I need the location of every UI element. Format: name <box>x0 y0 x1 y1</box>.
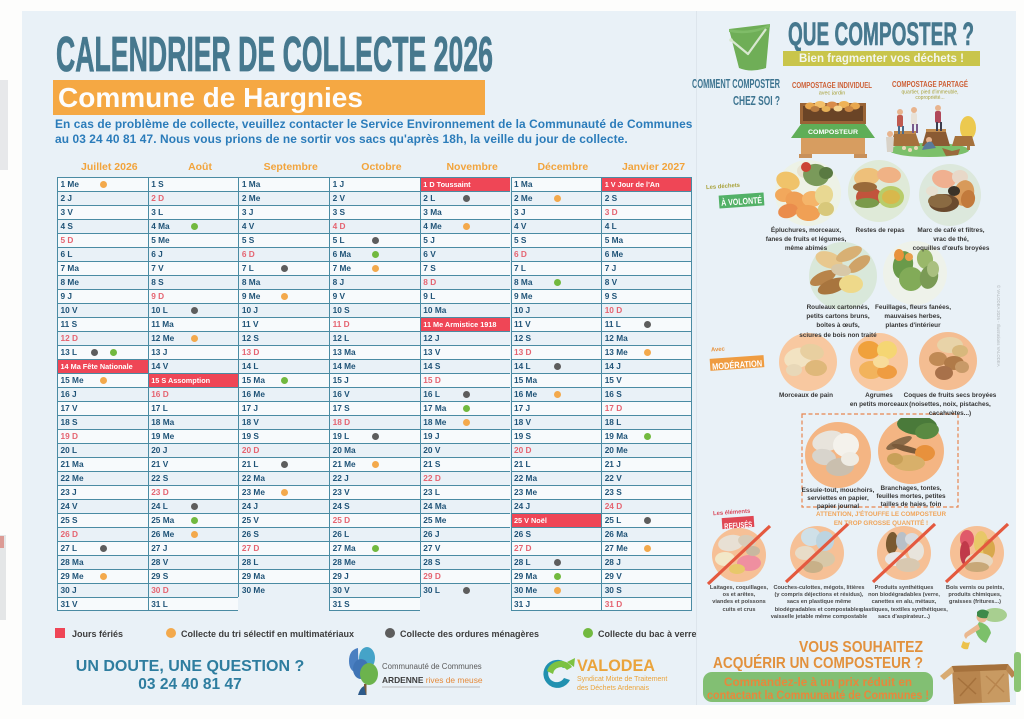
svg-text:COMPOSTEUR: COMPOSTEUR <box>808 129 858 136</box>
svg-text:CHEZ SOI ?: CHEZ SOI ? <box>733 93 780 108</box>
svg-text:des Déchets Ardennais: des Déchets Ardennais <box>577 685 649 692</box>
svg-text:MODÉRATION: MODÉRATION <box>712 358 763 371</box>
svg-text:quartier, pied d'immeuble,: quartier, pied d'immeuble, <box>901 90 958 96</box>
svg-text:Communauté de Communes: Communauté de Communes <box>382 662 482 671</box>
svg-text:copropriété...: copropriété... <box>915 95 944 100</box>
svg-text:ARDENNE rives de meuse: ARDENNE rives de meuse <box>382 675 483 685</box>
svg-text:Commandez-le à un prix réduit: Commandez-le à un prix réduit en <box>724 675 912 689</box>
svg-text:REFUSÉS: REFUSÉS <box>724 520 753 531</box>
svg-text:À VOLONTÉ: À VOLONTÉ <box>721 195 763 208</box>
svg-text:COMMENT COMPOSTER: COMMENT COMPOSTER <box>692 76 780 91</box>
svg-text:VOUS SOUHAITEZ: VOUS SOUHAITEZ <box>799 639 923 655</box>
svg-text:ACQUÉRIR UN COMPOSTEUR ?: ACQUÉRIR UN COMPOSTEUR ? <box>713 655 923 671</box>
svg-text:COMPOSTAGE INDIVIDUEL: COMPOSTAGE INDIVIDUEL <box>792 81 872 90</box>
svg-text:VALODEA: VALODEA <box>577 656 655 675</box>
svg-text:CALENDRIER DE COLLECTE 2026: CALENDRIER DE COLLECTE 2026 <box>56 30 493 80</box>
svg-text:contactant la Communauté de Co: contactant la Communauté de Communes ! <box>707 688 929 702</box>
svg-text:QUE COMPOSTER ?: QUE COMPOSTER ? <box>788 16 974 52</box>
svg-text:Syndicat Mixte de Traitement: Syndicat Mixte de Traitement <box>577 676 667 683</box>
svg-text:avec jardin: avec jardin <box>819 91 846 96</box>
svg-text:COMPOSTAGE PARTAGÉ: COMPOSTAGE PARTAGÉ <box>892 80 969 89</box>
